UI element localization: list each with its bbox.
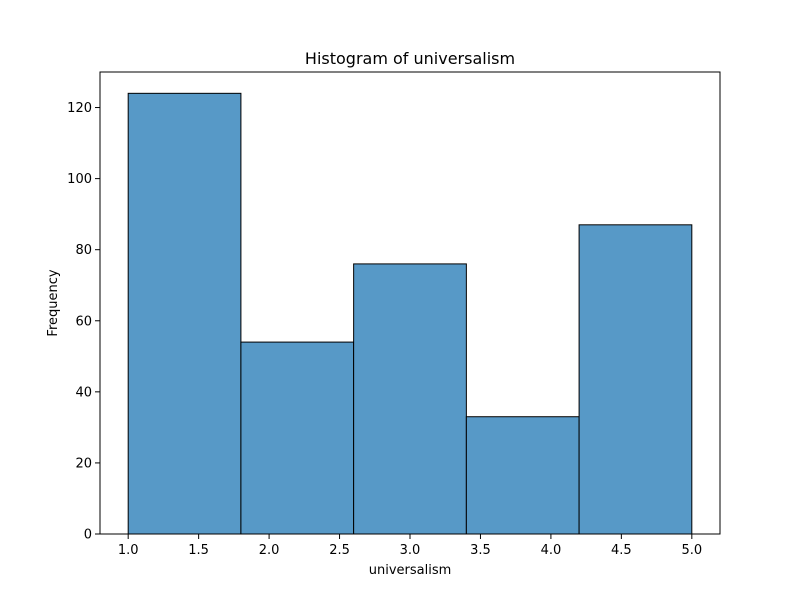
x-tick-label: 4.0 (541, 543, 562, 558)
x-tick-label: 1.5 (188, 543, 209, 558)
x-tick-label: 2.0 (259, 543, 280, 558)
x-tick-label: 3.5 (470, 543, 491, 558)
y-tick-label: 80 (75, 243, 92, 258)
x-tick-label: 2.5 (329, 543, 350, 558)
y-axis-label: Frequency (46, 269, 61, 336)
y-tick-label: 100 (67, 172, 92, 187)
bars-group (127, 92, 693, 535)
histogram-bar-1 (127, 92, 242, 535)
x-tick-label: 1.0 (118, 543, 139, 558)
x-tick-label: 4.5 (611, 543, 632, 558)
x-axis-ticks: 1.0 1.5 2.0 2.5 3.0 3.5 4.0 4.5 5.0 (118, 534, 702, 558)
histogram-bar-5 (578, 224, 693, 535)
histogram-bar-4 (465, 416, 580, 535)
y-tick-label: 0 (84, 528, 92, 543)
y-tick-label: 40 (75, 385, 92, 400)
x-tick-label: 3.0 (400, 543, 421, 558)
y-tick-label: 60 (75, 314, 92, 329)
histogram-bar-3 (353, 263, 467, 535)
chart-title: Histogram of universalism (305, 49, 515, 68)
y-tick-label: 120 (67, 101, 92, 116)
histogram-bar-2 (240, 341, 355, 535)
x-tick-label: 5.0 (681, 543, 702, 558)
x-axis-label: universalism (369, 563, 452, 578)
y-tick-label: 20 (75, 456, 92, 471)
y-axis-ticks: 0 20 40 60 80 100 120 (67, 101, 100, 543)
